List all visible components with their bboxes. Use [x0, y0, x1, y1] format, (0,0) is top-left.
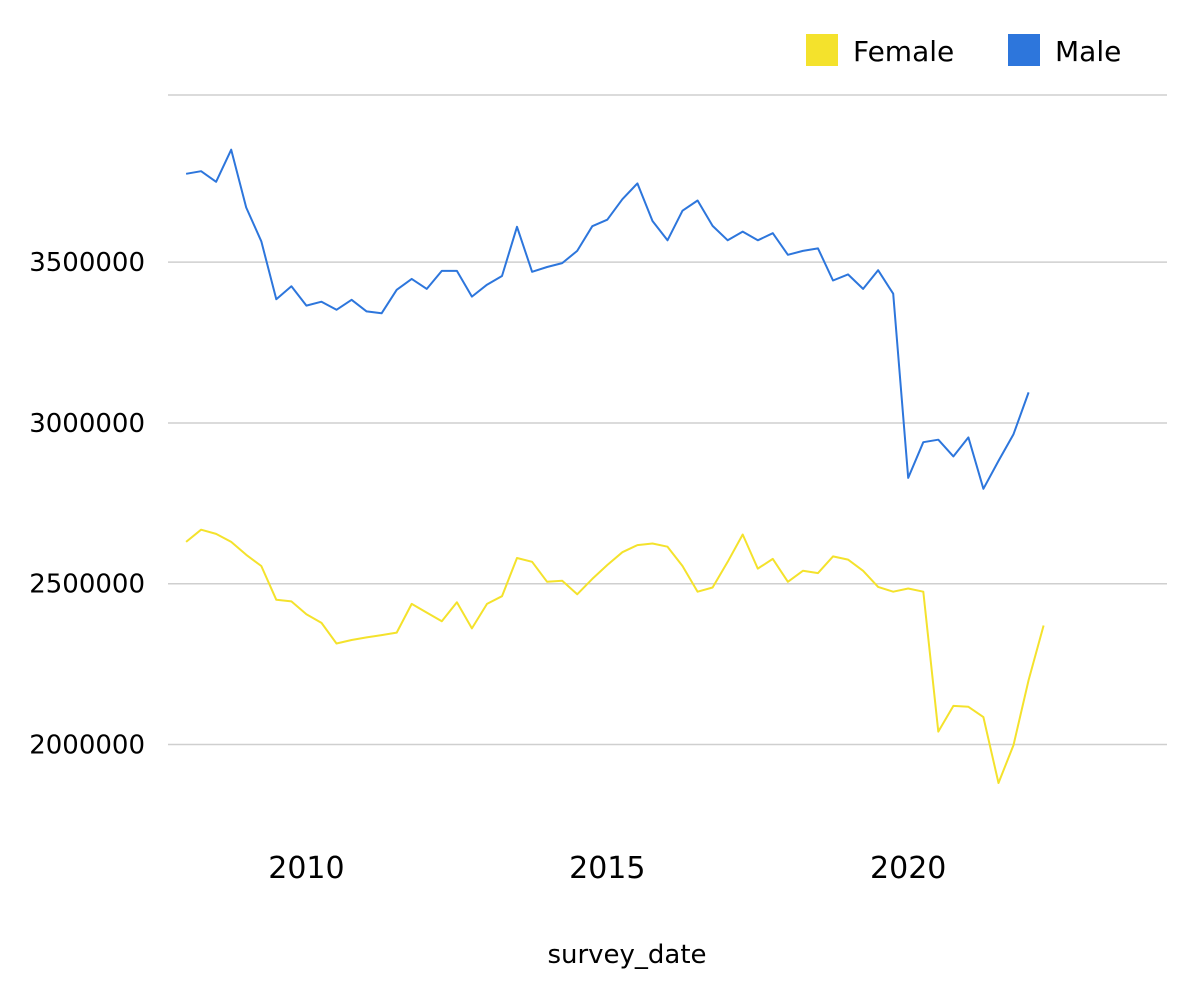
y-tick-label: 3000000 [29, 409, 145, 439]
series-line-male [185, 148, 1030, 490]
legend-label: Female [853, 35, 954, 68]
x-tick-label: 2020 [870, 851, 946, 886]
y-tick-label: 3500000 [29, 248, 145, 278]
series-line-female [185, 528, 1045, 784]
legend-swatch [1008, 34, 1040, 66]
legend-label: Male [1055, 35, 1121, 68]
y-tick-label: 2500000 [29, 570, 145, 600]
x-axis-title: survey_date [547, 940, 706, 970]
series-lines [185, 148, 1045, 784]
legend-item-male[interactable]: Male [1008, 34, 1121, 68]
legend-item-female[interactable]: Female [806, 34, 954, 68]
x-axis-ticks: 2010 2015 2020 [268, 851, 946, 886]
legend[interactable]: Female Male [806, 34, 1121, 68]
y-axis-ticks: 2000000 2500000 3000000 3500000 [29, 248, 145, 760]
x-tick-label: 2010 [268, 851, 344, 886]
gridlines [168, 94, 1167, 746]
legend-swatch [806, 34, 838, 66]
x-tick-label: 2015 [569, 851, 645, 886]
y-tick-label: 2000000 [29, 730, 145, 760]
